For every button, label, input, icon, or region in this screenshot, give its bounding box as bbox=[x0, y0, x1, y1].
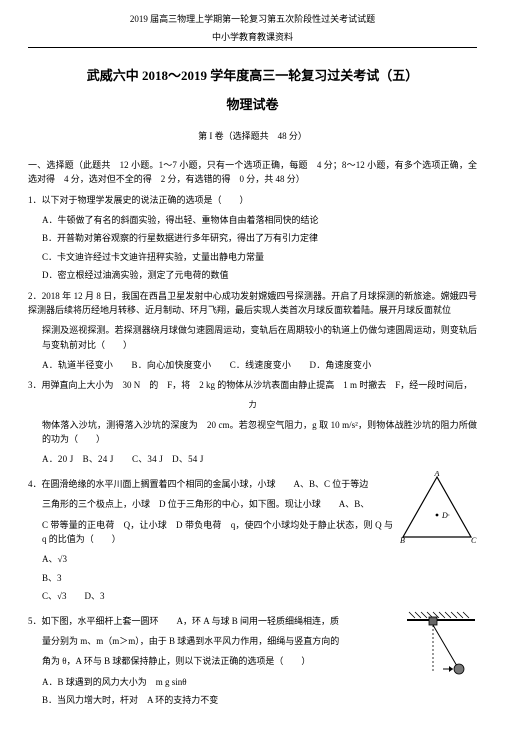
q4-row: 4．在圆滑绝缘的水平川面上搁置着四个相同的金属小球，小球 A、B、C 位于等边 … bbox=[28, 471, 477, 608]
q3-options: A．20 J B、24 J C、34 J D、54 J bbox=[42, 452, 477, 466]
q4-opt-c-pre: C、 bbox=[42, 591, 57, 601]
q5-stem-a: 5．如下图，水平细杆上套一圆环 A，环 A 与球 B 间用一轻质细绳相连，质 bbox=[28, 614, 401, 628]
q4-opt-a: A、 3 bbox=[42, 552, 393, 566]
q2-cont: 探测及巡视探测。若探测器绕月球做匀速圆周运动，变轨后在周期较小的轨道上仍做匀速圆… bbox=[28, 323, 477, 352]
q4-opt-c-suf: D、3 bbox=[84, 591, 104, 601]
section-label: 第 I 卷（选择题共 48 分） bbox=[28, 129, 477, 143]
q3-force-label: 力 bbox=[28, 399, 477, 412]
triangle-diagram-icon: A B C D· bbox=[397, 471, 477, 545]
q2-options: A．轨道半径变小 B．向心加快度变小 C．线速度变小 D．角速度变小 bbox=[42, 358, 477, 372]
q4-opt-a-root: 3 bbox=[62, 554, 67, 564]
q4-opt-a-pre: A、 bbox=[42, 554, 58, 564]
q2-stem: 2．2018 年 12 月 8 日，我国在西昌卫星发射中心成功发射嫦娥四号探测器… bbox=[28, 289, 477, 318]
q4-stem-b: 三角形的三个极点上，小球 D 位于三角形的中心，如下图。现让小球 A、B、 bbox=[28, 497, 393, 511]
q5-figure bbox=[405, 608, 477, 692]
q1-opt-a: A．牛顿做了有名的斜面实验，得出轻、重物体自由着落相同快的结论 bbox=[42, 213, 477, 227]
q5-row: 5．如下图，水平细杆上套一圆环 A，环 A 与球 B 间用一轻质细绳相连，质 量… bbox=[28, 608, 477, 712]
q1-opt-d: D．密立根经过油滴实验，测定了元电荷的数值 bbox=[42, 268, 477, 282]
tri-label-b: B bbox=[400, 536, 405, 545]
header-rule bbox=[28, 47, 477, 48]
tri-label-c: C bbox=[471, 536, 477, 545]
q4-opt-b: B、3 bbox=[42, 571, 393, 585]
exam-page: 2019 届高三物理上学期第一轮复习第五次阶段性过关考试试题 中小学教育教课资料… bbox=[0, 0, 505, 732]
rod-ball-diagram-icon bbox=[405, 608, 477, 688]
tri-label-a: A bbox=[434, 471, 440, 478]
q1-stem: 1．以下对于物理学发展史的说法正确的选项是（ ） bbox=[28, 193, 477, 207]
q5-opt-b: B．当风力增大时，杆对 A 环的支持力不变 bbox=[42, 693, 401, 707]
q4-stem-c: C 带等量的正电荷 Q，让小球 D 带负电荷 q，使四个小球均处于静止状态，则 … bbox=[28, 518, 393, 547]
instructions: 一、选择题（此题共 12 小题。1～7 小题，只有一个选项正确，每题 4 分；8… bbox=[28, 158, 477, 187]
page-header-top: 2019 届高三物理上学期第一轮复习第五次阶段性过关考试试题 bbox=[28, 12, 477, 26]
q1-opt-c: C．卡文迪许经过卡文迪许扭秤实验，丈量出静电力常量 bbox=[42, 250, 477, 264]
q3-stem-a: 3．用弹直向上大小为 30 N 的 F，将 2 kg 的物体从沙坑表面由静止提高… bbox=[28, 378, 477, 392]
q3-stem-b: 物体落入沙坑，测得落入沙坑的深度为 20 cm。若忽视空气阻力，g 取 10 m… bbox=[28, 418, 477, 447]
q4-stem-a: 4．在圆滑绝缘的水平川面上搁置着四个相同的金属小球，小球 A、B、C 位于等边 bbox=[28, 477, 393, 491]
tri-label-d: D· bbox=[441, 511, 450, 520]
exam-title: 武威六中 2018～2019 学年度高三一轮复习过关考试（五） bbox=[28, 66, 477, 87]
q4-figure: A B C D· bbox=[397, 471, 477, 549]
sqrt-icon bbox=[58, 552, 63, 566]
sqrt-icon bbox=[57, 589, 62, 603]
q1-opt-b: B．开普勒对第谷观察的行星数据进行多年研究，得出了万有引力定律 bbox=[42, 231, 477, 245]
q5-opt-a: A．B 球遇到的风力大小为 m g sinθ bbox=[42, 675, 401, 689]
q5-stem-c: 角为 θ，A 环与 B 球都保持静止，则以下说法正确的选项是（ ） bbox=[28, 654, 401, 668]
exam-subtitle: 物理试卷 bbox=[28, 95, 477, 116]
q5-stem-b: 量分别为 m、m（m＞m），由于 B 球遇到水平风力作用，细绳与竖直方向的 bbox=[28, 634, 401, 648]
q4-opt-c-root: 3 bbox=[62, 591, 67, 601]
q4-opt-c: C、 3 D、3 bbox=[42, 589, 393, 603]
page-header-sub: 中小学教育教课资料 bbox=[28, 30, 477, 44]
